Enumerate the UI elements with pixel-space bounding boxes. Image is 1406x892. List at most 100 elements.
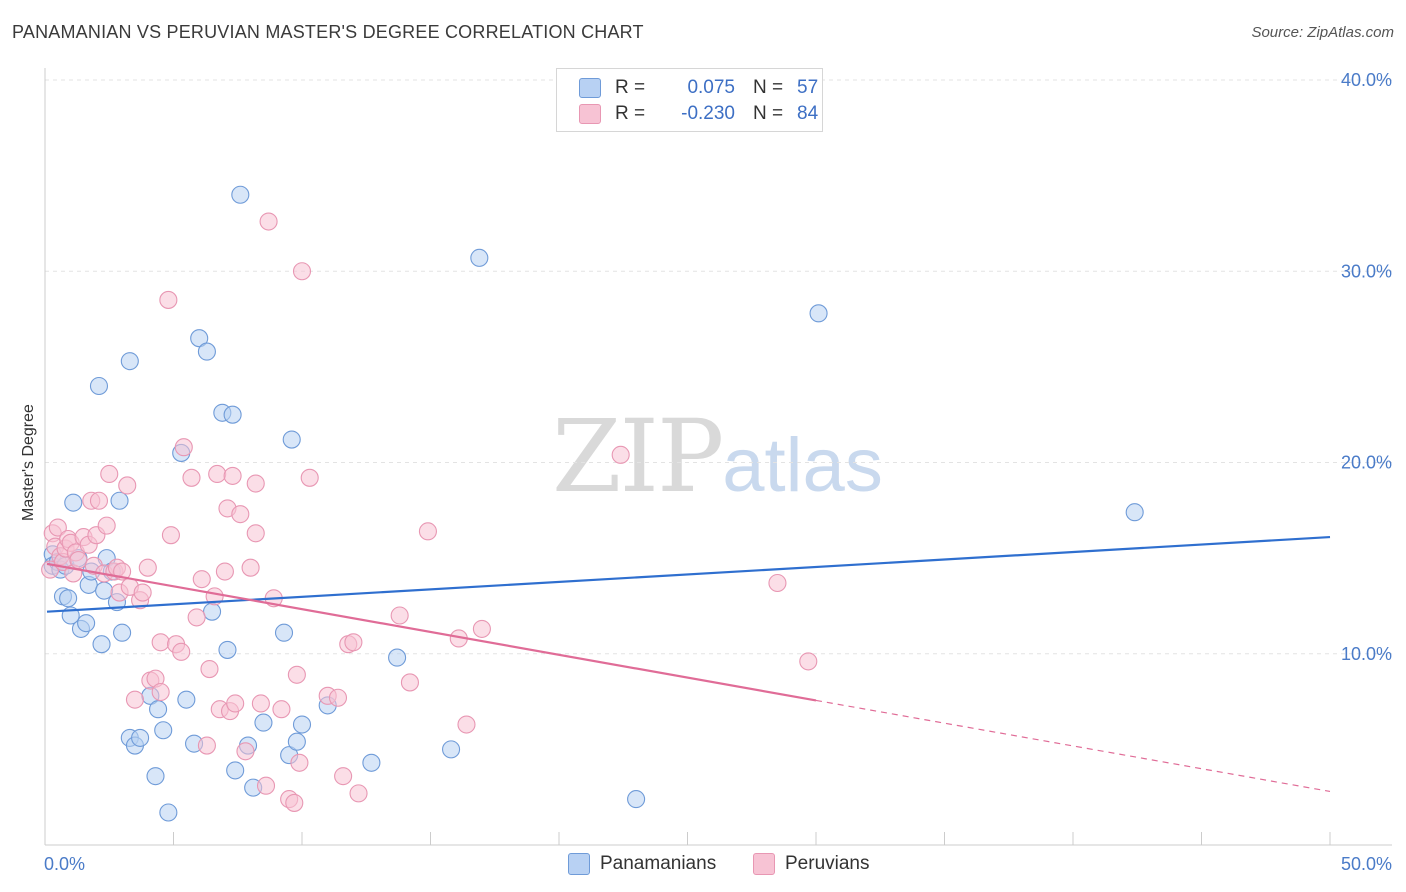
watermark: ZIPatlas bbox=[552, 398, 883, 515]
peruvian-point bbox=[290, 753, 309, 772]
peruvian-point bbox=[231, 505, 250, 524]
peruvian-point bbox=[457, 715, 476, 734]
source-credit: Source: ZipAtlas.com bbox=[1251, 24, 1394, 41]
panamanian-point bbox=[362, 753, 381, 772]
panamanian-point bbox=[197, 342, 216, 361]
panamanian-point bbox=[274, 623, 294, 642]
panamanian-point bbox=[159, 803, 178, 822]
panamanian-point bbox=[442, 740, 461, 759]
peruvian-point bbox=[287, 665, 306, 684]
watermark-atlas: atlas bbox=[722, 423, 883, 508]
legend-r-label: R = bbox=[615, 77, 646, 98]
panamanian-point bbox=[146, 767, 165, 786]
peruvian-point bbox=[161, 526, 180, 545]
panamanian-point bbox=[231, 185, 250, 204]
x-tick-label: 50.0% bbox=[1341, 854, 1392, 874]
legend-swatch-pink bbox=[579, 104, 601, 124]
peruvian-point bbox=[215, 562, 234, 581]
peruvian-point bbox=[125, 690, 144, 709]
peruvian-point bbox=[138, 558, 157, 577]
panamanian-point bbox=[218, 640, 237, 659]
peruvian-point bbox=[334, 767, 353, 786]
panamanian-point bbox=[627, 790, 646, 809]
peruvian-point bbox=[400, 673, 419, 692]
panamanian-point bbox=[292, 715, 312, 734]
trend-line-peruvians-extrapolated bbox=[815, 699, 1331, 793]
panamanian-point bbox=[77, 614, 96, 633]
peruvian-point bbox=[328, 688, 348, 707]
panamanian-point bbox=[92, 635, 111, 654]
y-tick-label: 30.0% bbox=[1341, 261, 1392, 281]
peruvian-point bbox=[151, 633, 170, 652]
panamanian-point bbox=[177, 690, 196, 709]
peruvian-point bbox=[256, 776, 276, 795]
peruvian-point bbox=[48, 518, 67, 537]
y-axis-title: Master's Degree bbox=[20, 404, 37, 521]
panamanian-point bbox=[190, 329, 209, 348]
peruvian-point bbox=[285, 793, 304, 812]
y-tick-label: 20.0% bbox=[1341, 453, 1392, 473]
panamanian-point bbox=[113, 623, 132, 642]
watermark-zip: ZIP bbox=[552, 398, 724, 515]
panamanian-point bbox=[120, 352, 139, 371]
data-points bbox=[41, 185, 1144, 822]
peruvian-point bbox=[200, 659, 219, 679]
legend-row-peruvians: R = -0.230 N = 84 bbox=[579, 103, 818, 125]
peruvian-point bbox=[611, 445, 630, 464]
peruvian-point bbox=[251, 694, 270, 713]
trend-lines bbox=[46, 535, 1331, 793]
panamanian-point bbox=[809, 304, 828, 323]
peruvian-point bbox=[241, 558, 260, 577]
peruvian-point bbox=[472, 619, 491, 638]
peruvian-point bbox=[208, 464, 227, 484]
legend-n-label: N = bbox=[753, 103, 784, 124]
panamanian-point bbox=[110, 491, 129, 510]
y-tick-label: 40.0% bbox=[1341, 70, 1392, 90]
peruvian-point bbox=[187, 608, 206, 627]
peruvian-point bbox=[197, 736, 216, 755]
peruvian-point bbox=[344, 633, 363, 652]
panamanian-point bbox=[131, 728, 150, 747]
panamanian-point bbox=[64, 493, 83, 512]
peruvian-point bbox=[159, 290, 178, 309]
peruvian-point bbox=[418, 522, 437, 541]
panamanian-point bbox=[223, 405, 242, 424]
peruvian-point bbox=[236, 742, 255, 761]
peruvian-point bbox=[246, 474, 265, 493]
legend-n-label: N = bbox=[753, 77, 784, 98]
panamanian-point bbox=[388, 648, 407, 667]
peruvian-point bbox=[151, 682, 170, 702]
bottom-legend-swatch-blue bbox=[568, 853, 590, 875]
legend-row-panamanians: R = 0.075 N = 57 bbox=[579, 77, 818, 99]
axes bbox=[44, 68, 1392, 846]
panamanian-point bbox=[287, 732, 306, 751]
peruvian-point bbox=[272, 700, 291, 719]
peruvian-point bbox=[226, 694, 245, 713]
peruvian-point bbox=[292, 262, 312, 281]
peruvian-point bbox=[300, 468, 319, 487]
legend-r-label: R = bbox=[615, 103, 646, 124]
chart-title: PANAMANIAN VS PERUVIAN MASTER'S DEGREE C… bbox=[12, 22, 644, 42]
panamanian-point bbox=[282, 430, 301, 449]
peruvian-point bbox=[192, 570, 211, 589]
bottom-legend-label: Panamanians bbox=[600, 853, 717, 874]
legend-n-value: 57 bbox=[797, 77, 819, 98]
bottom-legend-panamanians: Panamanians bbox=[568, 852, 716, 876]
legend-r-value: 0.075 bbox=[687, 77, 735, 98]
peruvian-point bbox=[246, 524, 265, 543]
peruvian-point bbox=[174, 438, 193, 457]
peruvian-point bbox=[223, 466, 242, 485]
peruvian-point bbox=[133, 583, 152, 602]
panamanian-point bbox=[154, 721, 173, 740]
peruvian-point bbox=[69, 550, 88, 570]
stats-legend: R = 0.075 N = 57 R = -0.230 N = 84 bbox=[556, 68, 823, 132]
panamanian-point bbox=[470, 248, 489, 267]
peruvian-point bbox=[390, 606, 409, 625]
panamanian-point bbox=[1125, 503, 1144, 522]
bottom-legend-label: Peruvians bbox=[785, 853, 870, 874]
panamanian-point bbox=[203, 602, 222, 621]
peruvian-point bbox=[118, 476, 137, 495]
panamanian-point bbox=[254, 713, 273, 732]
peruvian-point bbox=[89, 491, 109, 510]
